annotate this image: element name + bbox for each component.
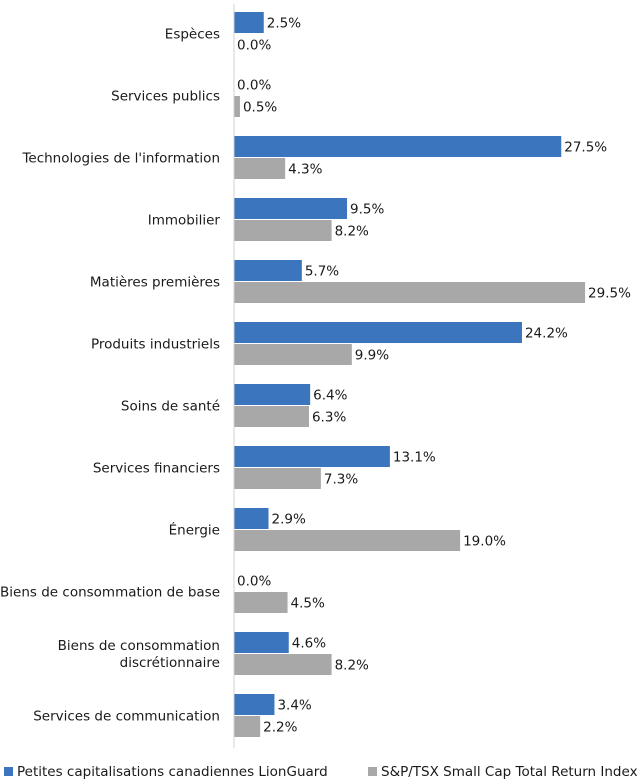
data-label-index: 0.0% (237, 38, 271, 54)
bar-liongard (234, 508, 269, 529)
legend-label-series-2: S&P/TSX Small Cap Total Return Index (381, 764, 638, 780)
category-label: Services publics (111, 89, 220, 105)
category-label: Services de communication (33, 709, 220, 725)
data-label-liongard: 24.2% (525, 326, 568, 342)
bar-chart: Espèces 2.5% 0.0% Services publics 0.0% 0.5% T… (0, 4, 631, 748)
data-label-liongard: 6.4% (313, 388, 347, 404)
data-label-index: 6.3% (312, 410, 346, 426)
bar-index (234, 406, 309, 427)
data-label-liongard: 5.7% (305, 264, 339, 280)
data-label-liongard: 0.0% (237, 78, 271, 94)
legend-swatch-series-1 (4, 767, 13, 776)
data-label-index: 2.2% (263, 720, 297, 736)
data-label-liongard: 4.6% (292, 636, 326, 652)
data-label-index: 0.5% (243, 100, 277, 116)
data-label-liongard: 2.5% (267, 16, 301, 32)
legend-swatch-series-2 (368, 767, 377, 776)
data-label-liongard: 9.5% (350, 202, 384, 218)
category-label: Espèces (165, 27, 220, 43)
legend-item-series-1: Petites capitalisations canadiennes Lion… (4, 762, 328, 782)
data-label-index: 8.2% (335, 224, 369, 240)
bar-index (234, 468, 321, 489)
data-label-liongard: 27.5% (564, 140, 607, 156)
legend-item-series-2: S&P/TSX Small Cap Total Return Index (368, 762, 638, 782)
data-label-index: 8.2% (335, 658, 369, 674)
data-label-index: 4.3% (288, 162, 322, 178)
bar-index (234, 592, 288, 613)
data-label-index: 9.9% (355, 348, 389, 364)
bar-index (234, 716, 261, 737)
category-label: Produits industriels (91, 337, 220, 353)
bar-index (234, 282, 586, 303)
bar-index (234, 654, 332, 675)
category-label: Biens de consommation discrétionnaire (58, 638, 220, 671)
data-label-index: 4.5% (291, 596, 325, 612)
data-label-liongard: 0.0% (237, 574, 271, 590)
bar-liongard (234, 632, 289, 653)
bar-liongard (234, 446, 390, 467)
data-label-index: 29.5% (588, 286, 631, 302)
bar-index (234, 96, 240, 117)
category-label: Services financiers (93, 461, 220, 477)
bar-index (234, 530, 461, 551)
category-label: Soins de santé (121, 399, 220, 415)
bar-liongard (234, 12, 264, 33)
legend-label-series-1: Petites capitalisations canadiennes Lion… (17, 764, 328, 780)
bar-liongard (234, 198, 348, 219)
legend: Petites capitalisations canadiennes Lion… (0, 762, 641, 782)
category-label: Immobilier (148, 213, 221, 229)
bar-index (234, 158, 286, 179)
data-label-liongard: 13.1% (393, 450, 436, 466)
data-label-liongard: 3.4% (277, 698, 311, 714)
category-label: Matières premières (90, 275, 220, 291)
category-label: Énergie (169, 522, 220, 539)
bar-index (234, 220, 332, 241)
data-label-liongard: 2.9% (272, 512, 306, 528)
bar-liongard (234, 260, 302, 281)
bar-liongard (234, 694, 275, 715)
data-label-index: 7.3% (324, 472, 358, 488)
bar-index (234, 344, 352, 365)
bar-liongard (234, 384, 311, 405)
bar-liongard (234, 322, 522, 343)
category-label: Biens de consommation de base (0, 585, 220, 601)
bar-liongard (234, 136, 562, 157)
category-label: Technologies de l'information (21, 151, 220, 167)
data-label-index: 19.0% (463, 534, 506, 550)
